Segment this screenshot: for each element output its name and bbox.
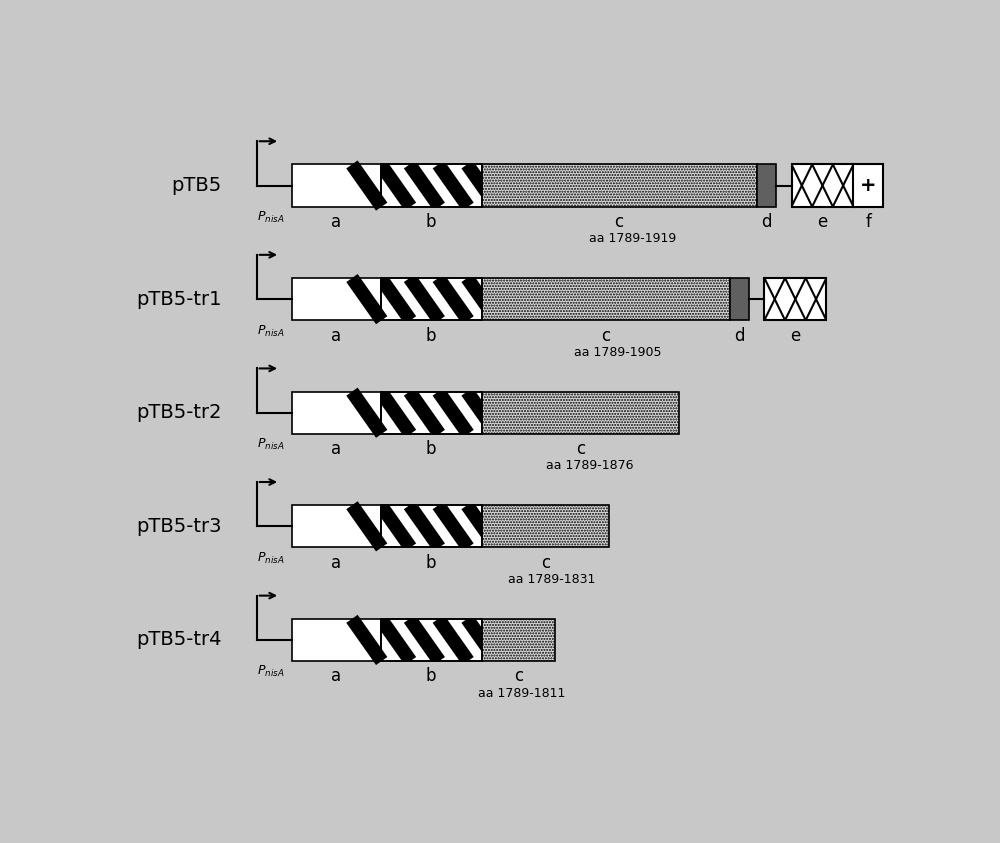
Bar — [381, 278, 482, 320]
Bar — [381, 619, 482, 661]
Bar — [482, 164, 757, 207]
Text: a: a — [331, 440, 341, 458]
Bar — [764, 278, 826, 320]
Bar — [482, 619, 555, 661]
Text: a: a — [331, 326, 341, 345]
Bar — [292, 164, 381, 207]
Bar — [381, 505, 482, 547]
Text: b: b — [426, 326, 436, 345]
Text: aa 1789-1811: aa 1789-1811 — [478, 686, 566, 700]
Text: P$_{nisA}$: P$_{nisA}$ — [257, 438, 284, 453]
Bar — [381, 505, 482, 547]
Text: b: b — [426, 440, 436, 458]
Bar — [292, 278, 381, 320]
Text: P$_{nisA}$: P$_{nisA}$ — [257, 210, 284, 225]
Text: P$_{nisA}$: P$_{nisA}$ — [257, 324, 284, 339]
Bar — [292, 392, 381, 434]
Bar — [292, 619, 381, 661]
Bar — [381, 278, 482, 320]
Bar — [853, 164, 883, 207]
Text: d: d — [734, 326, 744, 345]
Text: a: a — [331, 213, 341, 231]
Text: P$_{nisA}$: P$_{nisA}$ — [257, 664, 284, 679]
Text: a: a — [331, 668, 341, 685]
Bar — [381, 392, 482, 434]
Text: d: d — [761, 213, 772, 231]
Text: e: e — [790, 326, 800, 345]
Text: f: f — [865, 213, 871, 231]
Bar — [381, 164, 482, 207]
Text: pTB5-tr4: pTB5-tr4 — [136, 631, 222, 649]
Bar — [792, 164, 854, 207]
Text: b: b — [426, 554, 436, 572]
Bar — [757, 164, 776, 207]
Text: pTB5: pTB5 — [172, 176, 222, 195]
Bar — [730, 278, 749, 320]
Bar — [482, 278, 730, 320]
Text: pTB5-tr3: pTB5-tr3 — [136, 517, 222, 536]
Bar — [381, 619, 482, 661]
Text: e: e — [817, 213, 828, 231]
Text: +: + — [860, 176, 876, 195]
Bar — [381, 164, 482, 207]
Text: c: c — [614, 213, 624, 231]
Bar — [292, 505, 381, 547]
Text: pTB5-tr1: pTB5-tr1 — [136, 290, 222, 309]
Text: aa 1789-1919: aa 1789-1919 — [589, 232, 676, 245]
Text: c: c — [576, 440, 585, 458]
Bar — [381, 278, 482, 320]
Text: c: c — [514, 668, 523, 685]
Text: c: c — [601, 326, 610, 345]
Text: b: b — [426, 213, 436, 231]
Bar — [381, 619, 482, 661]
Bar — [381, 505, 482, 547]
Text: aa 1789-1876: aa 1789-1876 — [546, 459, 634, 472]
Text: b: b — [426, 668, 436, 685]
Text: a: a — [331, 554, 341, 572]
Text: pTB5-tr2: pTB5-tr2 — [136, 403, 222, 422]
Bar — [381, 392, 482, 434]
Bar — [381, 392, 482, 434]
Bar — [381, 164, 482, 207]
Text: aa 1789-1831: aa 1789-1831 — [508, 573, 596, 586]
Text: P$_{nisA}$: P$_{nisA}$ — [257, 550, 284, 566]
Bar — [482, 505, 609, 547]
Text: aa 1789-1905: aa 1789-1905 — [574, 346, 662, 359]
Text: c: c — [541, 554, 550, 572]
Bar — [482, 392, 679, 434]
